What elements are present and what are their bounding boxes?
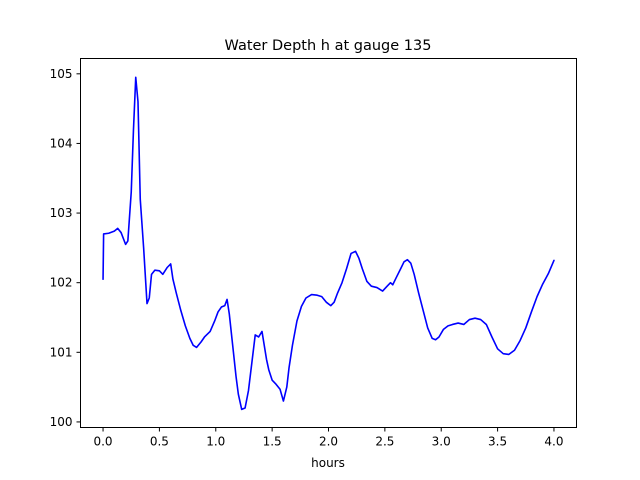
x-tick-label: 3.5 <box>488 435 507 449</box>
y-tick-label: 101 <box>50 345 73 359</box>
y-tick-label: 103 <box>50 206 73 220</box>
y-axis: 100 101 102 103 104 105 <box>50 67 81 429</box>
x-tick-label: 4.0 <box>544 435 563 449</box>
x-tick-label: 2.5 <box>375 435 394 449</box>
plot-area <box>102 76 555 411</box>
x-tick-label: 1.5 <box>263 435 282 449</box>
y-tick-label: 100 <box>50 415 73 429</box>
x-tick-label: 3.0 <box>432 435 451 449</box>
x-axis-label: hours <box>311 456 345 470</box>
x-tick-label: 2.0 <box>319 435 338 449</box>
series-line-1 <box>102 76 555 411</box>
y-tick-label: 104 <box>50 136 73 150</box>
axes-frame <box>80 58 577 428</box>
x-tick-label: 0.0 <box>93 435 112 449</box>
x-axis: 0.0 0.5 1.0 1.5 2.0 2.5 3.0 3.5 4.0 <box>93 427 564 449</box>
x-tick-label: 0.5 <box>150 435 169 449</box>
y-tick-label: 105 <box>50 67 73 81</box>
chart-title: Water Depth h at gauge 135 <box>225 38 432 54</box>
y-tick-label: 102 <box>50 276 73 290</box>
x-tick-label: 1.0 <box>206 435 225 449</box>
